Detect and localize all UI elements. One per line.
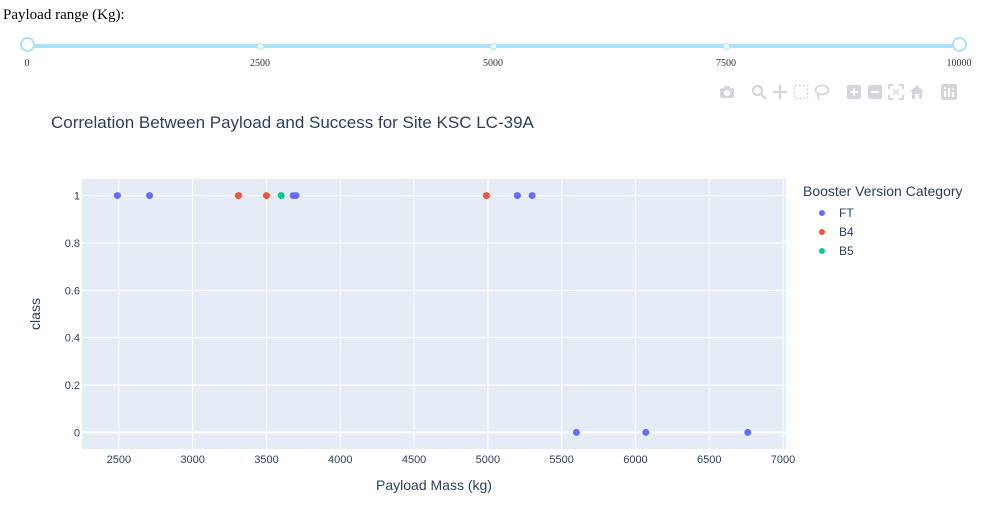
x-tick-label: 6500: [697, 454, 721, 466]
legend-swatch: [819, 209, 825, 216]
data-point-ft[interactable]: [642, 428, 650, 436]
chart-modebar: [718, 82, 958, 102]
x-tick-label: 4000: [328, 454, 352, 466]
autoscale-icon[interactable]: [887, 83, 905, 101]
gridlines: [82, 179, 786, 449]
slider-handle-min[interactable]: [20, 37, 35, 52]
payload-range-label: Payload range (Kg):: [3, 7, 125, 23]
data-point-ft[interactable]: [528, 192, 536, 200]
slider-mark-label: 5000: [483, 58, 503, 69]
chart-title: Correlation Between Payload and Success …: [51, 113, 534, 132]
slider-handle-max[interactable]: [952, 37, 967, 52]
x-tick-label: 7000: [771, 454, 795, 466]
legend: Booster Version Category FT B4 B5: [803, 183, 963, 260]
x-tick-label: 6000: [623, 454, 647, 466]
zoom-icon[interactable]: [750, 83, 768, 101]
x-tick-label: 3000: [180, 454, 204, 466]
slider-mark-label: 10000: [946, 58, 972, 69]
x-axis-ticks: 2500 3000 3500 4000 4500 5000 5500 6000 6500 7000: [107, 454, 796, 466]
data-points: [113, 192, 752, 436]
legend-swatch: [819, 247, 825, 254]
camera-icon[interactable]: [718, 83, 736, 101]
data-point-b4[interactable]: [262, 192, 270, 200]
y-tick-label: 0.6: [65, 285, 80, 297]
x-tick-label: 4500: [402, 454, 426, 466]
home-icon[interactable]: [908, 83, 926, 101]
slider-mark-dot: [722, 43, 730, 50]
data-point-ft[interactable]: [744, 428, 752, 436]
slider-mark-label: 2500: [250, 58, 270, 69]
y-tick-label: 0: [74, 427, 80, 439]
plotly-logo-icon[interactable]: [940, 83, 958, 101]
data-point-ft[interactable]: [146, 192, 154, 200]
y-tick-label: 0.2: [65, 380, 80, 392]
x-tick-label: 3500: [254, 454, 278, 466]
slider-mark-dot: [256, 43, 264, 50]
legend-swatch: [819, 228, 825, 235]
zoom-out-icon[interactable]: [866, 83, 884, 101]
x-tick-label: 2500: [107, 454, 131, 466]
box-select-icon[interactable]: [792, 83, 810, 101]
data-point-ft[interactable]: [292, 192, 300, 200]
legend-item[interactable]: FT: [803, 203, 963, 222]
x-axis-title: Payload Mass (kg): [376, 477, 492, 493]
y-axis-ticks: 0 0.2 0.4 0.6 0.8 1: [65, 191, 80, 440]
data-point-ft[interactable]: [513, 192, 521, 200]
data-point-b4[interactable]: [482, 192, 490, 200]
zoom-in-icon[interactable]: [845, 83, 863, 101]
slider-mark-label: 0: [24, 58, 30, 69]
y-tick-label: 0.8: [65, 238, 80, 250]
x-tick-label: 5500: [549, 454, 573, 466]
legend-item[interactable]: B4: [803, 222, 963, 241]
lasso-icon[interactable]: [813, 83, 831, 101]
data-point-b5[interactable]: [277, 192, 285, 200]
y-tick-label: 0.4: [65, 333, 80, 345]
data-point-ft[interactable]: [113, 192, 121, 200]
legend-label: FT: [839, 205, 854, 220]
slider-mark-dot: [489, 43, 497, 50]
payload-range-slider[interactable]: 0 2500 5000 7500 10000: [0, 36, 982, 82]
legend-label: B5: [839, 243, 854, 258]
legend-item[interactable]: B5: [803, 241, 963, 260]
slider-mark-label: 7500: [716, 58, 736, 69]
x-tick-label: 5000: [476, 454, 500, 466]
data-point-b4[interactable]: [234, 192, 242, 200]
y-axis-title: class: [27, 298, 43, 330]
legend-label: B4: [839, 224, 854, 239]
plot-background: [82, 179, 786, 449]
legend-title: Booster Version Category: [803, 183, 963, 199]
pan-icon[interactable]: [771, 83, 789, 101]
data-point-ft[interactable]: [572, 428, 580, 436]
y-tick-label: 1: [74, 191, 80, 203]
